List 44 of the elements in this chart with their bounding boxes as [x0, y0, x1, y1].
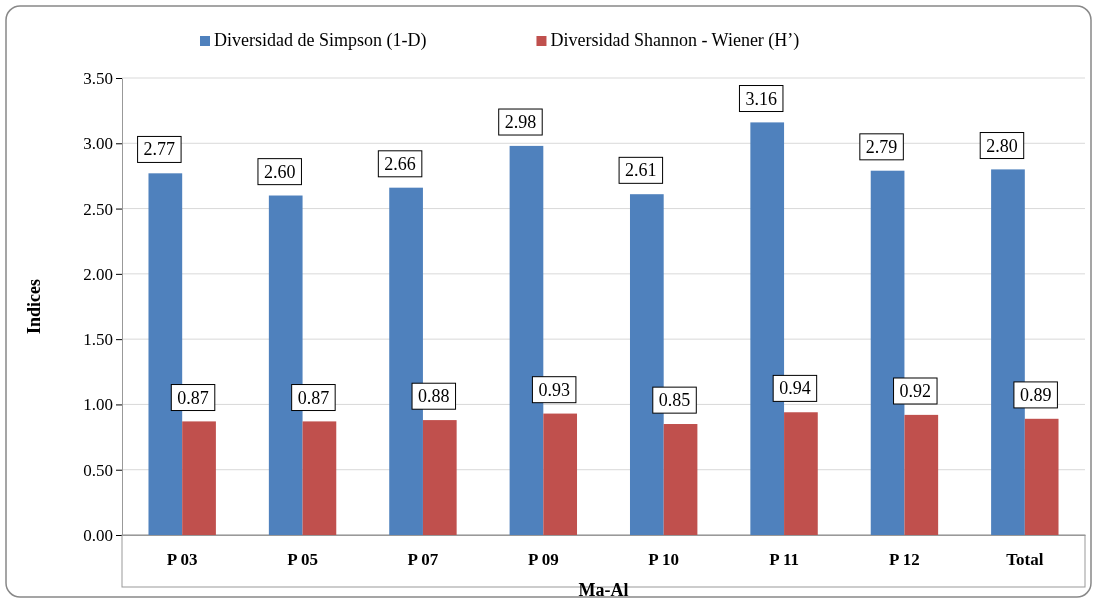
x-tick-label: Total [1006, 550, 1044, 570]
bar [543, 413, 578, 535]
data-label: 2.77 [143, 139, 176, 160]
data-label: 0.85 [658, 390, 691, 411]
data-label: 3.16 [745, 88, 777, 109]
bar [182, 421, 216, 535]
y-tick-label: 2.50 [83, 199, 113, 219]
x-tick-label: P 10 [648, 550, 680, 570]
data-label: 2.79 [865, 136, 898, 157]
legend-label: Diversidad Shannon - Wiener (H’) [550, 30, 800, 51]
data-label: 0.87 [177, 387, 209, 408]
bar [904, 414, 939, 535]
x-tick-label: P 03 [166, 550, 198, 570]
data-label: 2.80 [986, 135, 1018, 156]
legend-label: Diversidad de Simpson (1-D) [214, 30, 427, 51]
data-label: 0.89 [1019, 384, 1052, 405]
data-label: 0.92 [899, 381, 932, 401]
bar [663, 424, 698, 535]
x-tick-label: P 12 [889, 550, 920, 570]
x-tick-label: P 05 [287, 550, 318, 570]
x-tick-label: P 07 [407, 550, 439, 570]
data-label: 2.66 [384, 153, 416, 174]
bar [1024, 418, 1059, 535]
data-label: 0.93 [538, 379, 570, 400]
data-label: 2.61 [625, 160, 657, 181]
bar [422, 420, 457, 535]
y-tick-label: 2.00 [83, 264, 113, 284]
y-tick-label: 3.50 [83, 68, 113, 88]
y-tick-label: 1.50 [83, 330, 113, 350]
x-tick-label: P 11 [769, 550, 799, 570]
bar [302, 421, 337, 535]
data-label: 2.98 [504, 112, 537, 133]
y-axis-title: Indices [24, 278, 44, 335]
y-tick-label: 0.50 [83, 460, 113, 480]
bar [784, 412, 818, 535]
data-label: 0.94 [779, 378, 811, 399]
y-tick-label: 1.00 [83, 395, 113, 415]
x-tick-label: P 09 [527, 550, 559, 570]
data-label: 0.88 [418, 386, 450, 407]
y-tick-label: 3.00 [83, 134, 113, 154]
data-label: 2.60 [263, 161, 296, 182]
y-tick-label: 0.00 [83, 525, 113, 545]
x-axis-title: Ma-Al [578, 580, 629, 600]
data-label: 0.87 [297, 387, 330, 408]
